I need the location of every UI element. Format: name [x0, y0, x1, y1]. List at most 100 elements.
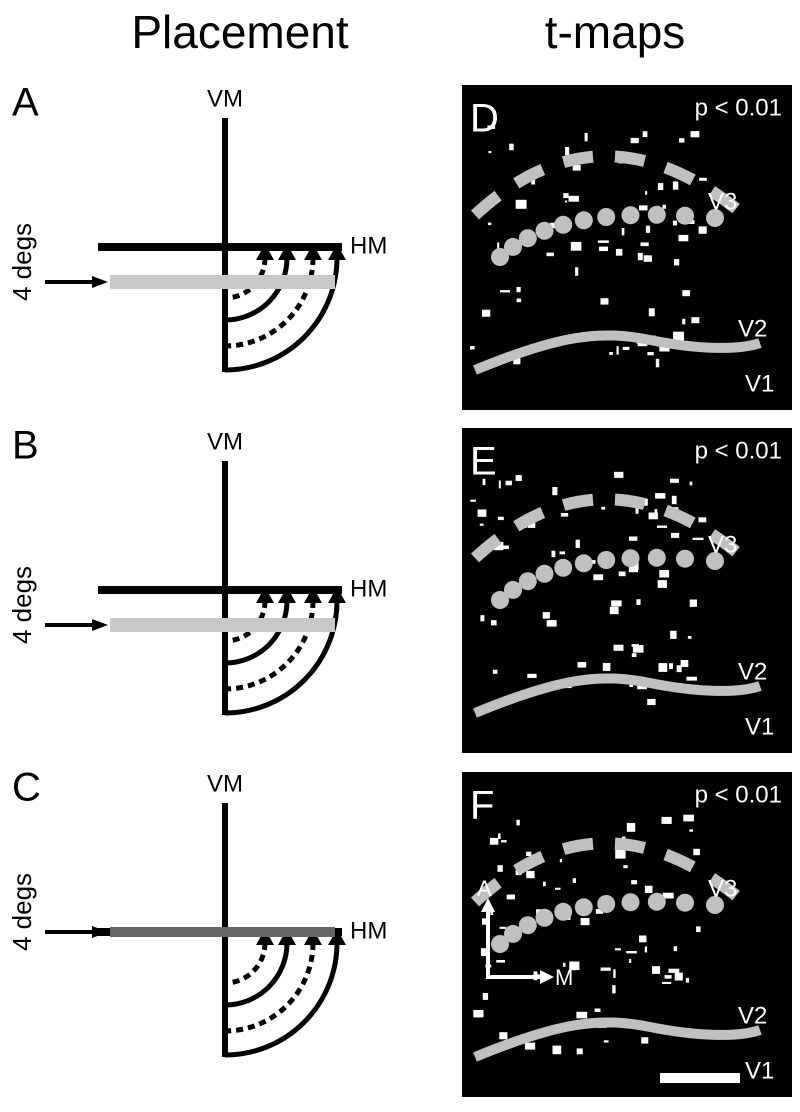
v2-v3-dot	[621, 893, 640, 912]
arrowhead	[304, 244, 322, 260]
activation-speck	[673, 331, 684, 341]
activation-speck	[658, 663, 668, 672]
activation-speck	[637, 252, 643, 261]
column-header: t-maps	[545, 6, 686, 58]
activation-speck	[631, 880, 638, 885]
activation-speck	[480, 948, 490, 957]
area-label: V2	[738, 1002, 767, 1029]
v1-v2-boundary	[473, 330, 762, 375]
activation-speck	[623, 865, 628, 869]
activation-speck	[644, 885, 653, 893]
v2-v3-dot	[647, 548, 666, 567]
activation-speck	[569, 961, 580, 971]
activation-speck	[482, 993, 489, 1000]
v2-v3-dot	[491, 935, 509, 953]
activation-speck	[657, 580, 667, 588]
arrowhead	[256, 587, 274, 603]
activation-speck	[487, 125, 496, 129]
threshold-label: p < 0.01	[695, 94, 782, 121]
activation-speck	[659, 570, 670, 578]
activation-speck	[614, 471, 624, 478]
activation-speck	[629, 958, 632, 963]
activation-speck	[686, 676, 697, 681]
activation-speck	[645, 191, 648, 195]
activation-speck	[671, 495, 677, 505]
panel-label: E	[470, 440, 497, 484]
activation-speck	[516, 298, 522, 303]
activation-speck	[631, 653, 637, 657]
v2-v3-dot	[518, 916, 537, 935]
activation-speck	[493, 541, 504, 551]
activation-speck	[676, 665, 682, 673]
eccentricity-arc	[224, 942, 316, 1034]
activation-speck	[576, 1048, 583, 1055]
v1-v2-boundary	[473, 673, 762, 718]
eccentricity-label: 4 degs	[7, 873, 37, 951]
area-label: V1	[745, 713, 774, 740]
activation-speck	[671, 532, 680, 538]
arrowhead	[278, 244, 296, 260]
hm-label: HM	[350, 917, 387, 944]
activation-speck	[644, 946, 648, 953]
axis-arrowhead	[481, 898, 554, 984]
area-label: V1	[745, 1057, 774, 1084]
v2-v3-dot	[535, 564, 554, 583]
arrowhead	[328, 929, 346, 945]
area-label: V3	[708, 875, 737, 902]
eccentricity-label: 4 degs	[7, 566, 37, 644]
activation-speck	[639, 935, 647, 943]
activation-speck	[685, 977, 690, 983]
activation-speck	[499, 1032, 508, 1040]
activation-speck	[661, 816, 672, 824]
activation-speck	[602, 662, 611, 671]
v2-v3-dot	[597, 895, 616, 913]
activation-speck	[647, 698, 656, 706]
v2-v3-dot	[504, 580, 522, 599]
activation-speck	[599, 246, 608, 252]
activation-speck	[682, 318, 686, 325]
pointer-arrowhead	[92, 276, 108, 288]
activation-speck	[488, 151, 492, 154]
v2-v3-dot	[621, 549, 640, 568]
activation-speck	[614, 948, 621, 951]
pointer-arrowhead	[92, 619, 108, 631]
v2-v3-dot	[574, 211, 593, 230]
activation-speck	[489, 837, 499, 845]
hm-label: HM	[350, 575, 387, 602]
activation-speck	[631, 644, 639, 647]
activation-speck	[642, 498, 648, 506]
activation-speck	[655, 358, 660, 368]
activation-speck	[552, 487, 558, 496]
activation-speck	[687, 636, 692, 639]
activation-speck	[490, 910, 494, 915]
activation-speck	[499, 926, 507, 929]
activation-speck	[546, 620, 557, 627]
activation-speck	[672, 181, 679, 190]
activation-speck	[565, 146, 570, 156]
activation-speck	[698, 517, 707, 523]
activation-speck	[689, 599, 697, 607]
v2-v3-dot	[554, 558, 573, 577]
activation-speck	[473, 1010, 484, 1018]
activation-speck	[669, 663, 673, 670]
activation-speck	[575, 539, 580, 548]
activation-speck	[648, 512, 658, 520]
activation-speck	[570, 241, 582, 251]
v3-boundary	[470, 493, 754, 568]
activation-speck	[515, 475, 522, 481]
activation-speck	[609, 352, 613, 355]
activation-speck	[696, 926, 701, 933]
activation-speck	[678, 234, 689, 242]
activation-speck	[542, 612, 550, 619]
activation-speck	[480, 615, 485, 622]
eccentricity-arc	[224, 942, 268, 986]
activation-speck	[559, 551, 566, 555]
activation-speck	[613, 644, 624, 651]
activation-speck	[640, 242, 649, 247]
v3-boundary	[470, 837, 754, 912]
v2-v3-dot	[706, 209, 724, 227]
v2-v3-dot	[518, 572, 537, 591]
activation-speck	[641, 1037, 649, 1044]
